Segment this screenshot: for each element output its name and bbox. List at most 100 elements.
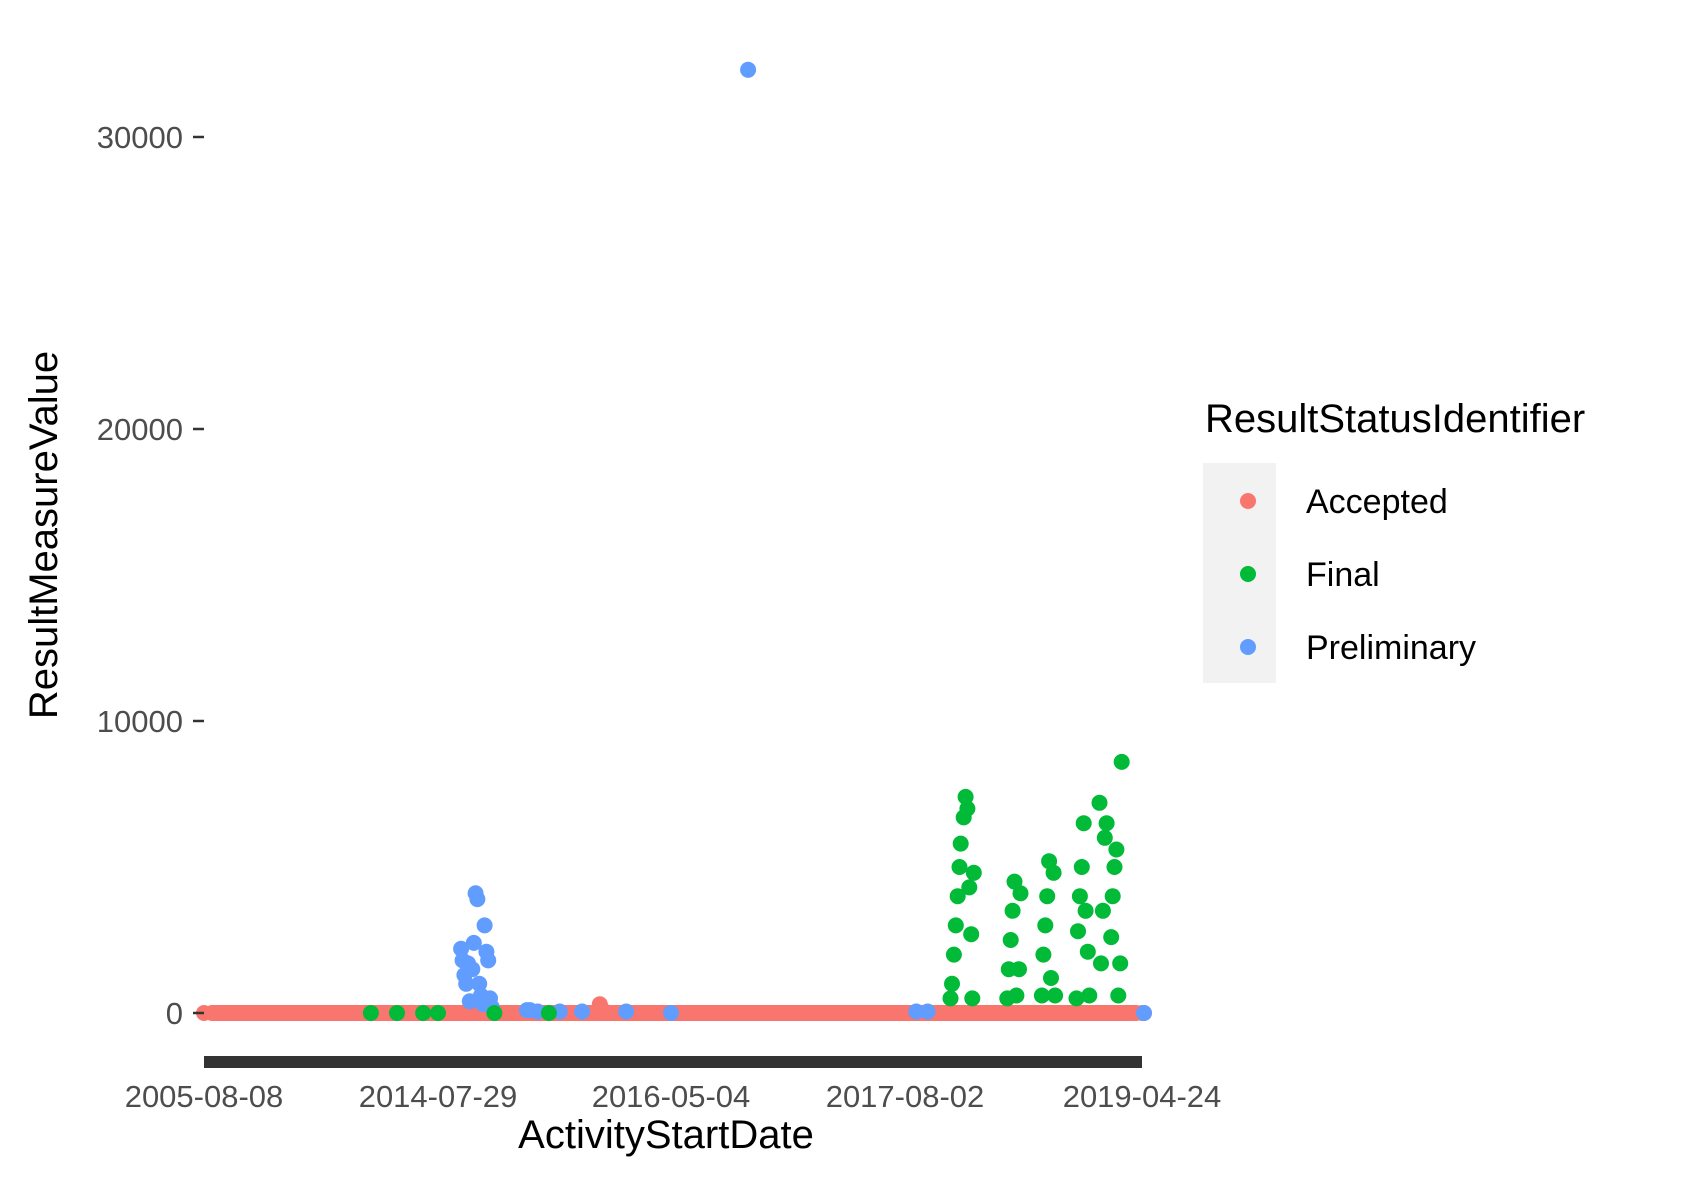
data-point-final: [964, 990, 981, 1007]
x-axis: 2005-08-08 2014-07-29 2016-05-04 2017-08-02…: [125, 1056, 1222, 1114]
data-point-final: [1037, 917, 1054, 934]
legend-title: ResultStatusIdentifier: [1205, 397, 1585, 441]
data-point-final: [1096, 829, 1113, 846]
data-point-preliminary: [476, 917, 493, 934]
data-point-final: [1002, 932, 1019, 948]
plot-points: [196, 61, 1152, 1021]
data-point-final: [1008, 987, 1025, 1004]
data-point-final: [1035, 946, 1052, 963]
data-point-final: [1068, 990, 1085, 1007]
data-point-preliminary: [919, 1003, 936, 1020]
data-point-final: [1079, 943, 1096, 960]
data-point-final: [1011, 961, 1027, 978]
data-point-preliminary: [740, 61, 757, 78]
data-point-final: [1045, 864, 1062, 881]
y-tick-label: 30000: [97, 120, 183, 155]
data-point-final: [1075, 815, 1092, 832]
legend-label-final: Final: [1306, 556, 1380, 594]
data-point-final: [965, 864, 982, 881]
data-point-final: [952, 835, 969, 852]
data-point-accepted: [954, 1005, 971, 1021]
data-point-final: [1106, 859, 1123, 875]
data-point-preliminary: [465, 934, 482, 951]
y-tick-label: 20000: [97, 412, 183, 447]
data-point-accepted: [1091, 1005, 1108, 1021]
data-point-final: [959, 800, 976, 817]
data-point-final: [947, 917, 964, 934]
data-point-final: [961, 879, 978, 896]
data-point-preliminary: [453, 940, 470, 957]
legend-key-accepted: [1240, 493, 1256, 509]
data-point-final: [944, 975, 960, 992]
data-point-final: [1104, 888, 1121, 905]
x-tick-label: 2014-07-29: [359, 1079, 518, 1114]
data-point-final: [389, 1005, 405, 1021]
y-tick-label: 10000: [97, 704, 183, 739]
data-point-preliminary: [469, 891, 486, 908]
data-point-final: [1077, 902, 1094, 919]
data-point-final: [1094, 902, 1111, 919]
data-point-preliminary: [458, 975, 475, 992]
data-point-final: [486, 1005, 503, 1021]
x-tick-label: 2017-08-02: [826, 1079, 985, 1114]
data-point-preliminary: [663, 1005, 679, 1021]
y-axis-title: ResultMeasureValue: [22, 351, 66, 719]
data-point-accepted: [321, 1005, 338, 1021]
data-point-final: [1110, 987, 1127, 1004]
data-point-final: [1108, 841, 1125, 858]
x-tick-band: [204, 1056, 1142, 1068]
legend-key-preliminary: [1240, 639, 1256, 655]
y-tick-label: 0: [166, 996, 183, 1031]
data-point-final: [1073, 859, 1090, 875]
data-point-accepted: [258, 1005, 275, 1021]
data-point-final: [1004, 902, 1021, 919]
data-point-final: [1071, 888, 1088, 905]
data-point-final: [1043, 970, 1059, 986]
data-point-final: [951, 859, 968, 875]
data-point-final: [1091, 794, 1108, 811]
data-point-accepted: [999, 1005, 1016, 1021]
legend: ResultStatusIdentifier Accepted Final Prel…: [1203, 397, 1585, 683]
data-point-final: [949, 888, 966, 905]
data-point-final: [1039, 888, 1056, 905]
data-point-preliminary: [480, 952, 497, 969]
data-point-final: [1047, 987, 1064, 1004]
data-point-final: [430, 1005, 446, 1021]
data-point-accepted: [593, 1000, 610, 1017]
data-point-final: [957, 788, 974, 805]
data-point-final: [1033, 987, 1050, 1004]
data-point-final: [963, 926, 980, 943]
data-point-preliminary: [574, 1003, 591, 1020]
data-point-final: [1012, 885, 1029, 902]
data-point-final: [945, 946, 962, 963]
data-point-final: [1098, 815, 1115, 832]
data-point-final: [1103, 929, 1120, 946]
data-point-preliminary: [471, 975, 488, 992]
data-point-accepted: [724, 1005, 741, 1021]
data-point-final: [362, 1005, 379, 1021]
x-axis-title: ActivityStartDate: [518, 1113, 814, 1157]
data-point-accepted: [1045, 1005, 1062, 1021]
legend-key-background: [1203, 463, 1276, 683]
data-point-accepted: [787, 1005, 804, 1021]
data-point-preliminary: [618, 1003, 635, 1020]
data-point-preliminary: [1136, 1005, 1152, 1021]
data-point-final: [942, 990, 959, 1007]
data-point-final: [1113, 753, 1130, 770]
data-point-final: [1070, 923, 1086, 940]
x-tick-label: 2016-05-04: [592, 1079, 751, 1114]
data-point-final: [1112, 955, 1129, 972]
legend-label-accepted: Accepted: [1306, 483, 1448, 521]
data-point-preliminary: [464, 961, 481, 978]
y-axis: 0 10000 20000 30000: [97, 120, 204, 1031]
x-tick-label: 2005-08-08: [125, 1079, 284, 1114]
legend-label-preliminary: Preliminary: [1306, 629, 1476, 667]
data-point-final: [1081, 987, 1098, 1004]
data-point-final: [1093, 955, 1109, 972]
legend-key-final: [1240, 566, 1256, 582]
data-point-final: [540, 1005, 557, 1021]
data-point-preliminary: [908, 1003, 925, 1020]
data-point-final: [415, 1005, 432, 1021]
x-tick-label: 2019-04-24: [1063, 1079, 1222, 1114]
